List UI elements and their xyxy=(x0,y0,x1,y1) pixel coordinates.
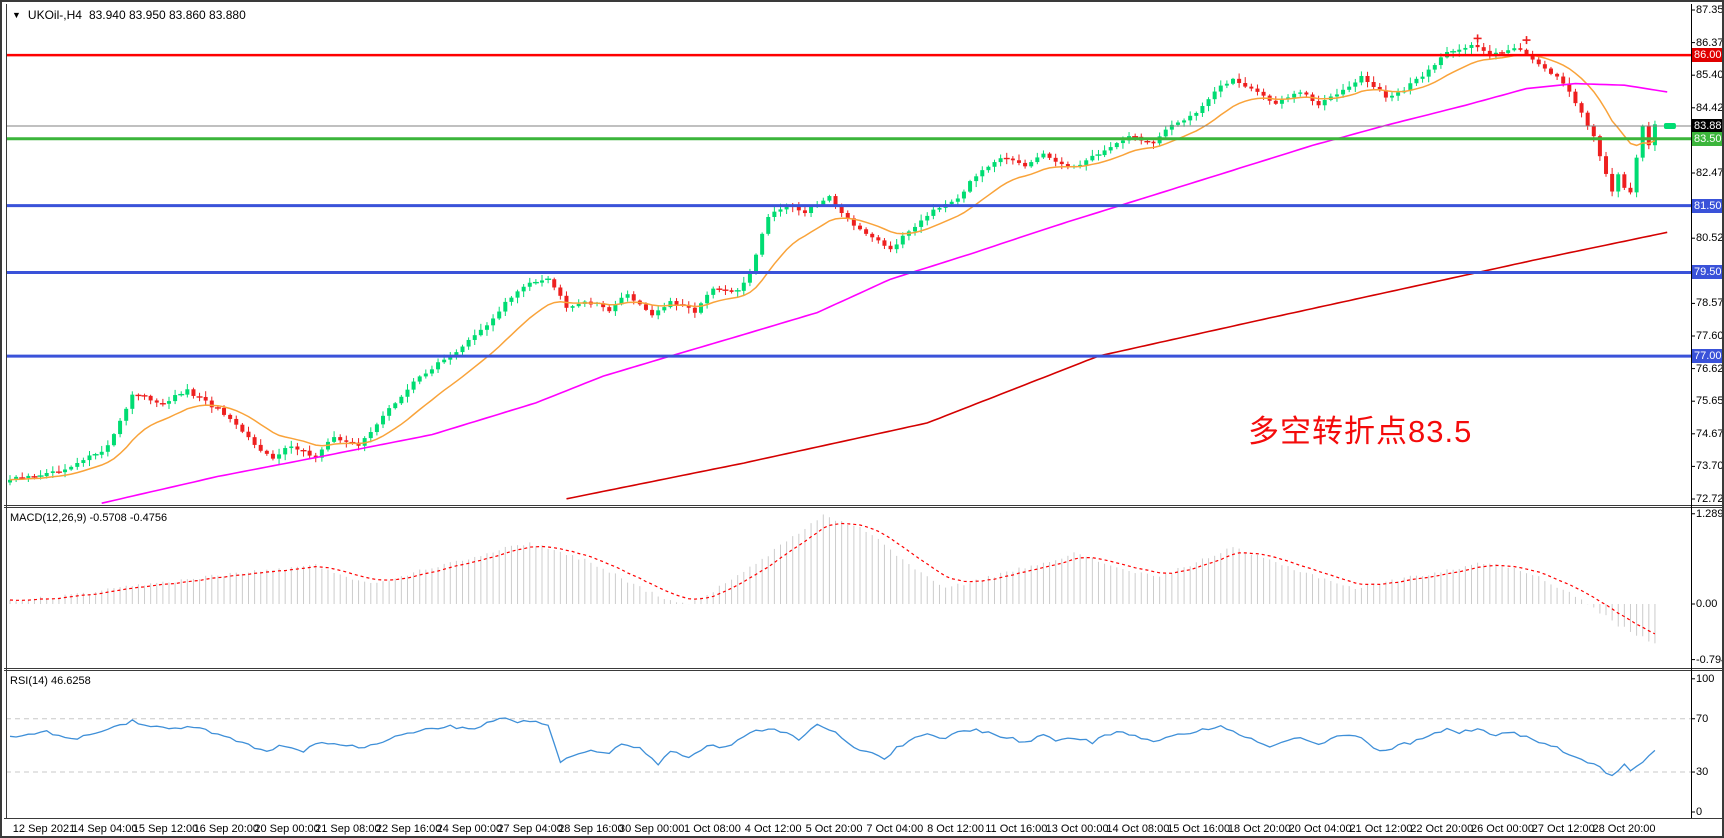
price-tick-label: 87.350 xyxy=(1696,4,1724,16)
macd-indicator-label: MACD(12,26,9) -0.5708 -0.4756 xyxy=(10,512,167,524)
chart-title-symbol: UKOil-,H4 xyxy=(27,8,82,22)
date-tick-label: 11 Oct 16:00 xyxy=(985,823,1048,835)
macd-values: -0.5708 -0.4756 xyxy=(89,512,168,524)
date-tick-label: 22 Sep 16:00 xyxy=(375,823,442,835)
price-tick-label: 76.625 xyxy=(1696,362,1724,375)
chart-title-quotes: 83.940 83.950 83.860 83.880 xyxy=(88,8,246,22)
price-tick-label: 75.650 xyxy=(1696,395,1724,408)
date-tick-label: 28 Sep 16:00 xyxy=(558,823,624,835)
price-level-badge: 81.500 xyxy=(1692,198,1722,213)
date-tick-label: 27 Sep 04:00 xyxy=(497,823,563,835)
date-tick-label: 16 Sep 20:00 xyxy=(193,823,260,835)
macd-tick-label: -0.7941 xyxy=(1696,653,1722,666)
date-tick-label: 30 Sep 00:00 xyxy=(618,823,685,835)
date-tick-label: 20 Sep 00:00 xyxy=(254,823,320,835)
date-tick-label: 12 Sep 2021 xyxy=(12,823,76,835)
rsi-tick-label: 100 xyxy=(1696,672,1715,685)
date-tick-label: 15 Oct 16:00 xyxy=(1167,823,1231,835)
date-tick-label: 24 Sep 00:00 xyxy=(436,823,503,835)
rsi-tick-label: 30 xyxy=(1696,766,1709,779)
price-tick-label: 85.400 xyxy=(1696,69,1724,82)
price-tick-label: 74.675 xyxy=(1696,427,1724,440)
price-level-badge: 86.000 xyxy=(1692,48,1722,63)
date-tick-label: 14 Oct 08:00 xyxy=(1106,823,1170,835)
rsi-name: RSI(14) xyxy=(10,675,48,687)
date-tick-label: 13 Oct 00:00 xyxy=(1045,823,1109,835)
price-level-badge: 83.880 xyxy=(1692,119,1722,134)
date-tick-label: 1 Oct 08:00 xyxy=(684,823,741,835)
macd-name: MACD(12,26,9) xyxy=(10,512,87,524)
date-tick-label: 27 Oct 12:00 xyxy=(1531,823,1595,835)
annotation-text: 多空转折点83.5 xyxy=(1248,414,1473,449)
date-tick-label: 20 Oct 04:00 xyxy=(1288,823,1352,835)
price-tick-label: 84.425 xyxy=(1696,101,1724,114)
price-tick-label: 77.600 xyxy=(1696,330,1724,342)
price-tick-label: 72.725 xyxy=(1696,493,1724,505)
date-tick-label: 26 Oct 00:00 xyxy=(1470,823,1534,835)
price-tick-label: 78.575 xyxy=(1696,297,1724,310)
macd-tick-label: 0.00 xyxy=(1696,598,1718,610)
rsi-tick-label: 0 xyxy=(1696,806,1703,818)
rsi-tick-label: 70 xyxy=(1696,712,1709,725)
date-tick-label: 18 Oct 20:00 xyxy=(1227,823,1291,835)
date-tick-label: 5 Oct 20:00 xyxy=(805,823,863,835)
price-tick-label: 80.525 xyxy=(1696,232,1724,245)
price-tick-label: 82.475 xyxy=(1696,167,1724,179)
date-tick-label: 22 Oct 20:00 xyxy=(1410,823,1474,835)
date-tick-label: 14 Sep 04:00 xyxy=(72,823,138,835)
symbol-dropdown-icon[interactable]: ▼ xyxy=(12,10,21,20)
date-tick-label: 7 Oct 04:00 xyxy=(866,823,924,835)
date-tick-label: 15 Sep 12:00 xyxy=(132,823,199,835)
date-tick-label: 21 Oct 12:00 xyxy=(1349,823,1413,835)
macd-tick-label: 1.2891 xyxy=(1696,507,1724,520)
date-tick-label: 8 Oct 12:00 xyxy=(927,823,984,835)
price-tick-label: 86.375 xyxy=(1696,36,1724,49)
rsi-indicator-label: RSI(14) 46.6258 xyxy=(10,675,91,687)
chart-title-bar: ▼ UKOil-,H4 83.940 83.950 83.860 83.880 xyxy=(12,8,246,22)
price-tick-label: 73.700 xyxy=(1696,460,1724,473)
price-level-badge: 79.500 xyxy=(1692,265,1722,280)
date-tick-label: 4 Oct 12:00 xyxy=(744,823,802,835)
rsi-value: 46.6258 xyxy=(50,675,91,687)
price-level-badge: 83.500 xyxy=(1692,131,1722,146)
date-tick-label: 28 Oct 20:00 xyxy=(1592,823,1656,835)
date-tick-label: 21 Sep 08:00 xyxy=(315,823,381,835)
price-level-badge: 77.000 xyxy=(1692,349,1722,364)
